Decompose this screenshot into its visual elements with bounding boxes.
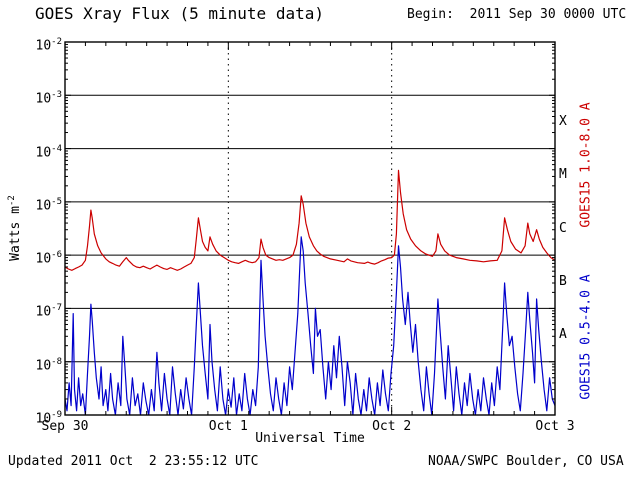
y-tick-label: 10-6	[35, 250, 63, 267]
x-tick-label: Oct 2	[372, 419, 412, 434]
x-tick-label: Oct 1	[208, 419, 248, 434]
flare-class-label-a: A	[559, 327, 567, 343]
plot-frame	[64, 41, 556, 416]
series-line-long	[65, 169, 555, 271]
y-tick-label: 10-5	[35, 196, 63, 214]
chart-title: GOES Xray Flux (5 minute data)	[35, 4, 324, 23]
y-tick-label: 10-2	[35, 37, 63, 54]
y-tick-label: 10-7	[35, 303, 63, 320]
y-tick-label: 10-4	[35, 143, 63, 160]
series-label-short: GOES15 0.5-4.0 A	[578, 274, 594, 400]
updated-timestamp: Updated 2011 Oct 2 23:55:12 UTC	[8, 454, 259, 469]
y-tick-label: 10-9	[35, 410, 63, 427]
flare-class-label-b: B	[559, 273, 567, 289]
flare-class-label-x: X	[559, 113, 567, 129]
x-axis-title: Universal Time	[255, 431, 365, 446]
y-tick-label: 10-3	[35, 90, 63, 107]
begin-timestamp: Begin: 2011 Sep 30 0000 UTC	[407, 7, 627, 22]
credit: NOAA/SWPC Boulder, CO USA	[428, 454, 624, 469]
y-tick-label: 10-8	[35, 356, 63, 374]
flare-class-label-c: C	[559, 220, 567, 236]
flare-class-label-m: M	[559, 167, 567, 183]
x-tick-label: Sep 30	[41, 419, 89, 434]
series-label-long: GOES15 1.0-8.0 A	[578, 102, 594, 228]
series-line-short	[65, 236, 555, 415]
x-tick-label: Oct 3	[535, 419, 575, 434]
